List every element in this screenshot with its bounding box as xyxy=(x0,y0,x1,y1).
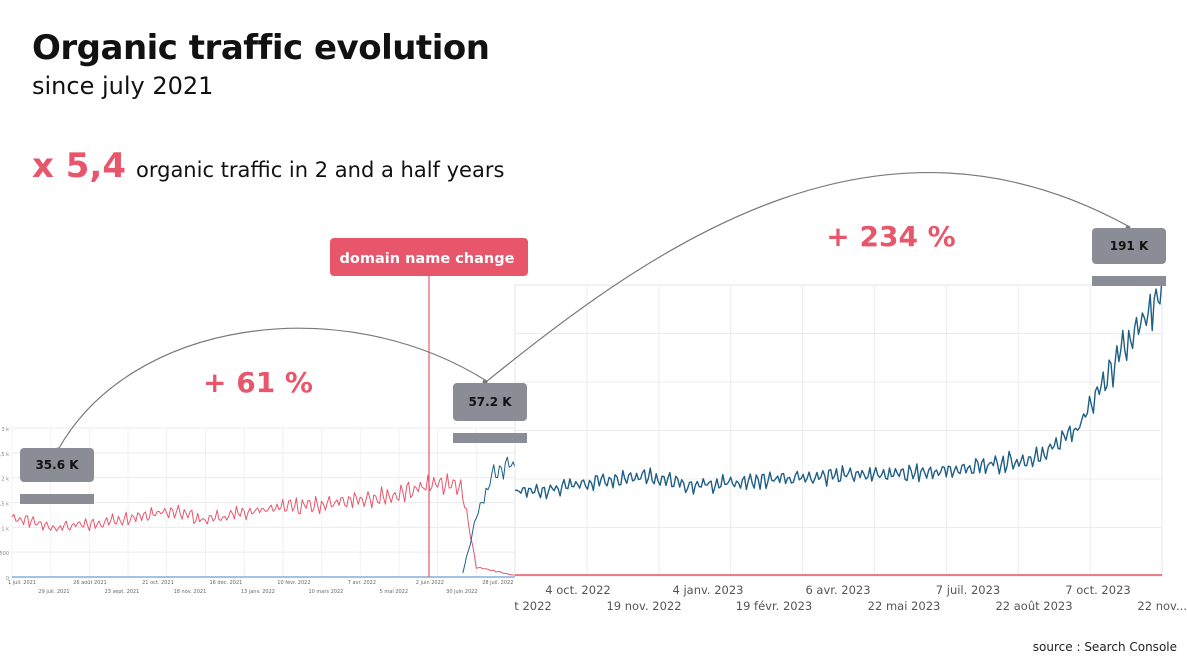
new-chart-panel: 4 oct. 2022 4 janv. 2023 6 avr. 2023 7 juil… xyxy=(514,278,1187,613)
new-chart-x-tick-label: 7 oct. 2023 xyxy=(1065,583,1130,597)
old-chart-x-tick-label: 30 juin 2022 xyxy=(446,589,477,595)
old-chart-x-tick-label: 7 avr. 2022 xyxy=(348,580,376,586)
old-chart-x-tick-label: 13 janv. 2022 xyxy=(241,589,275,595)
old-chart-x-tick-label: 16 déc. 2021 xyxy=(209,579,242,586)
new-chart-x-tick-label: 22 mai 2023 xyxy=(868,599,941,613)
new-chart-x-tick-label: 7 juil. 2023 xyxy=(936,583,1000,597)
value-mid-underline xyxy=(453,433,527,443)
value-mid-box xyxy=(453,383,527,421)
growth-label-2: + 234 % xyxy=(826,220,955,253)
old-chart-y-tick-label: 500 xyxy=(0,551,9,557)
old-chart-y-tick-label: 1,5 k xyxy=(0,502,9,508)
old-chart-y-tick-label: 3 k xyxy=(1,427,9,433)
value-start-underline xyxy=(20,494,94,504)
old-chart-y-tick-label: 1 k xyxy=(1,526,9,532)
old-chart-x-tick-label: 23 sept. 2021 xyxy=(105,589,140,595)
old-chart-x-tick-label: 10 févr. 2022 xyxy=(277,579,310,586)
value-end-underline xyxy=(1092,276,1166,286)
old-chart-y-tick-label: 2 k xyxy=(1,477,9,483)
old-chart-x-tick-label: 2 juin 2022 xyxy=(416,580,444,586)
page-title: Organic traffic evolution xyxy=(32,28,490,68)
domain-change-label-box xyxy=(330,238,528,276)
value-start-label: 35.6 K xyxy=(35,458,79,472)
value-mid-label: 57.2 K xyxy=(468,395,512,409)
value-end-label: 191 K xyxy=(1110,239,1149,253)
growth-arc-2 xyxy=(485,172,1129,383)
growth-headline: x 5,4 organic traffic in 2 and a half ye… xyxy=(32,146,504,186)
new-domain-series-line xyxy=(514,278,1163,500)
source-note: source : Search Console xyxy=(1032,640,1177,654)
growth-multiplier: x 5,4 xyxy=(32,146,126,186)
old-chart-x-tick-label: 26 août 2021 xyxy=(73,579,107,586)
old-chart-x-tick-label: 1 juil. 2021 xyxy=(8,580,36,586)
old-chart-x-tick-label: 18 nov. 2021 xyxy=(174,589,207,595)
domain-change-label: domain name change xyxy=(340,251,515,267)
old-chart-y-tick-label: 2,5 k xyxy=(0,452,9,458)
old-chart-x-tick-label: 10 mars 2022 xyxy=(308,589,343,595)
new-chart-x-tick-label: 19 nov. 2022 xyxy=(606,599,681,613)
old-chart-x-tick-label: 28 juil. 2022 xyxy=(482,580,513,586)
new-chart-x-tick-label: 4 janv. 2023 xyxy=(673,583,744,597)
value-start-box xyxy=(20,448,94,482)
growth-arc-1 xyxy=(57,327,486,451)
old-chart-x-tick-label: 21 oct. 2021 xyxy=(142,580,174,586)
new-chart-x-tick-label: 4 oct. 2022 xyxy=(545,583,610,597)
old-chart-x-tick-label: 29 juil. 2021 xyxy=(38,589,69,595)
old-chart-y-tick-label: 0 xyxy=(6,576,9,582)
new-chart-x-tick-label: 22 août 2023 xyxy=(995,599,1072,613)
new-chart-x-tick-label: 6 avr. 2023 xyxy=(805,583,870,597)
annotations: domain name change + 61 % + 234 % 35.6 K 57.… xyxy=(20,172,1166,577)
old-domain-series-line xyxy=(11,473,516,576)
growth-label-1: + 61 % xyxy=(203,366,313,399)
old-chart-panel: 0 500 1 k 1,5 k 2 k 2,5 k 3 k 1 juil. 2021 26 ao… xyxy=(0,427,516,595)
new-chart-x-tick-label: 19 févr. 2023 xyxy=(736,599,812,613)
value-end-box xyxy=(1092,228,1166,264)
new-chart-x-tick-label: t 2022 xyxy=(514,599,551,613)
new-chart-x-tick-label: 22 nov.... xyxy=(1137,599,1187,613)
growth-multiplier-text: organic traffic in 2 and a half years xyxy=(136,158,505,182)
new-domain-series-line-small xyxy=(462,456,516,574)
old-chart-x-tick-label: 5 mai 2022 xyxy=(380,589,408,595)
page-subtitle: since july 2021 xyxy=(32,72,214,100)
